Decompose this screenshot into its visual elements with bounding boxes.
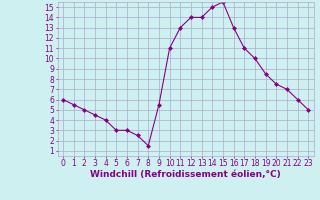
X-axis label: Windchill (Refroidissement éolien,°C): Windchill (Refroidissement éolien,°C) — [90, 170, 281, 179]
